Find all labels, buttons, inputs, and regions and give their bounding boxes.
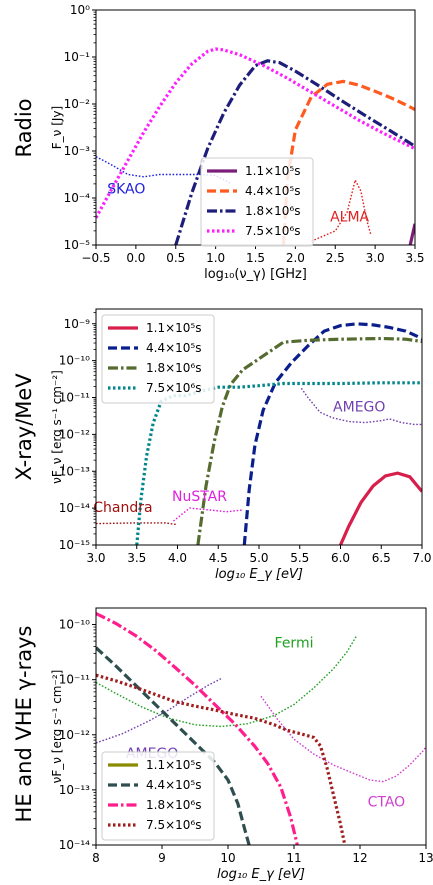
y-tick-label: 10⁻⁴ — [64, 191, 91, 205]
x-tick-label: 3.5 — [127, 551, 146, 565]
y-tick-label: 10⁻¹² — [59, 728, 90, 742]
y-axis-label: νF_ν [erg s⁻¹ cm⁻²] — [50, 670, 64, 784]
series-line-1 — [281, 79, 415, 245]
y-tick-label: 10⁻¹¹ — [59, 673, 90, 687]
legend-entry: 7.5×10⁶s — [146, 818, 201, 832]
x-tick-label: 6.5 — [372, 551, 391, 565]
x-tick-label: 0.0 — [126, 251, 145, 265]
series-line-1 — [96, 646, 251, 845]
y-tick-label: 10⁻² — [64, 97, 91, 111]
y-tick-label: 10⁰ — [70, 3, 90, 17]
y-tick-label: 10⁻¹¹ — [59, 391, 90, 405]
x-tick-label: 4.5 — [209, 551, 228, 565]
panel-label: Radio — [12, 98, 36, 157]
series-line-2 — [196, 336, 422, 545]
instrument-label-fermi: Fermi — [275, 636, 314, 652]
legend-entry: 1.1×10⁵s — [245, 164, 300, 178]
series-line-3 — [96, 673, 347, 845]
x-tick-label: 4.0 — [168, 551, 187, 565]
y-tick-label: 10⁻¹⁰ — [59, 618, 90, 632]
x-tick-label: 9 — [158, 851, 166, 865]
x-tick-label: −0.5 — [81, 251, 110, 265]
x-axis-label: log₁₀(ν_γ) [GHz] — [204, 267, 307, 282]
x-tick-label: 2.0 — [286, 251, 305, 265]
legend-entry: 4.4×10⁵s — [146, 778, 201, 792]
instrument-label-alma: ALMA — [330, 210, 369, 226]
x-axis-label: log₁₀ E_γ [eV] — [215, 567, 303, 582]
legend-entry: 4.4×10⁵s — [146, 341, 201, 355]
instrument-curve-amego — [96, 677, 222, 744]
y-axis-label: νF_ν [erg s⁻¹ cm⁻²] — [50, 370, 64, 484]
x-tick-label: 0.5 — [166, 251, 185, 265]
instrument-curve-fermi — [96, 635, 358, 728]
y-tick-label: 10⁻¹⁴ — [59, 838, 90, 852]
y-tick-label: 10⁻³ — [64, 144, 91, 158]
instrument-curves — [96, 635, 426, 783]
x-tick-label: 3.5 — [405, 251, 424, 265]
instrument-curve-nustar — [172, 507, 243, 522]
x-tick-label: 6.0 — [331, 551, 350, 565]
series-line-1 — [242, 322, 422, 545]
x-tick-label: 8 — [92, 851, 100, 865]
x-tick-label: 2.5 — [326, 251, 345, 265]
x-tick-label: 1.0 — [206, 251, 225, 265]
y-tick-label: 10⁻¹⁵ — [59, 538, 90, 552]
y-tick-label: 10⁻⁵ — [64, 238, 91, 252]
legend-entry: 1.1×10⁵s — [146, 321, 201, 335]
instrument-curve-chandra — [96, 522, 178, 526]
legend-entry: 1.8×10⁶s — [146, 798, 201, 812]
legend: 1.1×10⁵s 4.4×10⁵s 1.8×10⁶s 7.5×10⁶s — [101, 751, 215, 841]
plot-frame — [95, 607, 427, 846]
panel-1: AMEGO NuSTAR Chandra 3.0 3.5 4.0 4.5 5.0 5.5 6.0 6… — [12, 308, 432, 582]
legend: 1.1×10⁵s 4.4×10⁵s 1.8×10⁶s 7.5×10⁶s — [101, 314, 215, 404]
x-tick-label: 1.5 — [246, 251, 265, 265]
x-tick-label: 7.0 — [412, 551, 431, 565]
legend-entry: 4.4×10⁵s — [245, 184, 300, 198]
legend-entry: 1.1×10⁵s — [146, 758, 201, 772]
instrument-label-nustar: NuSTAR — [172, 489, 227, 505]
legend-box — [101, 751, 215, 841]
y-tick-label: 10⁻¹³ — [59, 783, 90, 797]
series-curves — [96, 47, 415, 245]
legend-entry: 7.5×10⁶s — [146, 381, 201, 395]
series-line-2 — [174, 59, 415, 245]
x-tick-label: 11 — [286, 851, 301, 865]
x-tick-label: 3.0 — [86, 551, 105, 565]
legend-entry: 1.8×10⁶s — [245, 204, 300, 218]
series-curves — [96, 612, 347, 845]
y-tick-label: 10⁻⁹ — [64, 317, 91, 331]
series-line-0 — [339, 471, 422, 545]
x-tick-label: 13 — [418, 851, 433, 865]
y-axis-label: F_ν [Jy] — [50, 106, 64, 149]
x-tick-label: 10 — [220, 851, 235, 865]
series-line-2 — [96, 612, 299, 845]
x-tick-label: 5.5 — [290, 551, 309, 565]
y-tick-label: 10⁻¹² — [59, 427, 90, 441]
y-tick-label: 10⁻¹⁰ — [59, 354, 90, 368]
x-axis-label: log₁₀ E_γ [eV] — [217, 867, 305, 882]
panel-0: SKAO ALMA −0.5 0.0 0.5 1.0 1.5 2.0 2.5 3.0 3.5 10⁻⁵… — [12, 3, 425, 282]
instrument-label-skao: SKAO — [107, 181, 145, 197]
instrument-label-ctao: CTAO — [368, 794, 406, 810]
instrument-label-amego: AMEGO — [333, 400, 385, 416]
instrument-curve-amego — [300, 387, 422, 426]
y-tick-label: 10⁻¹ — [64, 50, 91, 64]
x-tick-label: 12 — [352, 851, 367, 865]
legend: 1.1×10⁵s 4.4×10⁵s 1.8×10⁶s 7.5×10⁶s — [200, 157, 314, 247]
panel-label: HE and VHE γ-rays — [12, 626, 36, 823]
legend-box — [200, 157, 314, 247]
instrument-curves — [96, 387, 422, 526]
instrument-label-chandra: Chandra — [93, 500, 152, 516]
series-line-0 — [408, 223, 415, 245]
y-tick-label: 10⁻¹⁴ — [59, 501, 90, 515]
x-tick-label: 5.0 — [249, 551, 268, 565]
x-tick-label: 3.0 — [366, 251, 385, 265]
legend-box — [101, 314, 215, 404]
legend-entry: 7.5×10⁶s — [245, 224, 300, 238]
legend-entry: 1.8×10⁶s — [146, 361, 201, 375]
panel-label: X-ray/MeV — [12, 373, 36, 481]
y-tick-label: 10⁻¹³ — [59, 464, 90, 478]
panel-2: FermiAMEGOCTAO891011121310⁻¹⁴10⁻¹³10⁻¹²1… — [12, 607, 433, 882]
